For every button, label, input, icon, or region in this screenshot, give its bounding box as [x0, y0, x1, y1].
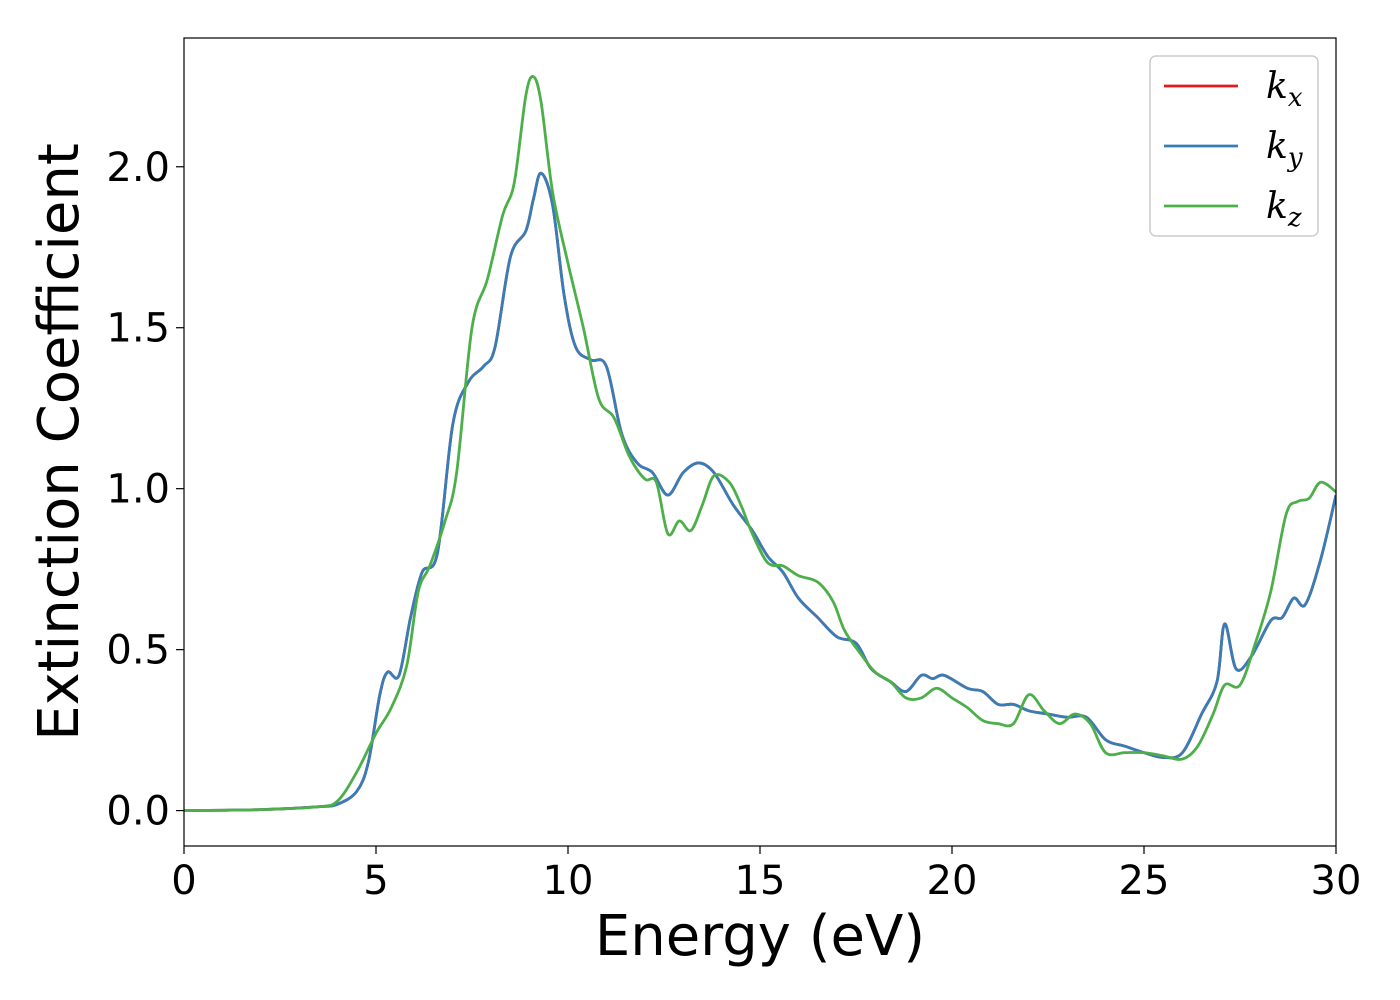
- x-tick-label: 0: [171, 858, 196, 904]
- y-tick-label: 1.0: [106, 467, 170, 513]
- y-axis-label: Extinction Coefficient: [27, 143, 92, 741]
- legend-label-kx: kx: [1266, 66, 1303, 113]
- y-tick-label: 2.0: [106, 145, 170, 191]
- x-tick-label: 5: [363, 858, 388, 904]
- x-axis-ticks: 0 5 10 15 20 25 30: [171, 846, 1361, 904]
- legend-label-kz: kz: [1266, 186, 1302, 233]
- x-tick-label: 25: [1119, 858, 1170, 904]
- y-tick-label: 1.5: [106, 306, 170, 352]
- series-line-ky: [184, 171, 1336, 812]
- x-tick-label: 10: [543, 858, 594, 904]
- series-layer: [184, 75, 1336, 812]
- y-tick-label: 0.5: [106, 628, 170, 674]
- series-line-kx: [184, 171, 1336, 812]
- x-tick-label: 15: [735, 858, 786, 904]
- legend-label-ky: ky: [1266, 126, 1303, 173]
- legend: kx ky kz: [1149, 55, 1319, 237]
- y-tick-label: 0.0: [106, 789, 170, 835]
- y-axis-ticks: 0.0 0.5 1.0 1.5 2.0: [106, 145, 184, 835]
- x-tick-label: 20: [927, 858, 978, 904]
- series-line-kz: [184, 75, 1336, 812]
- x-axis-label: Energy (eV): [595, 904, 925, 969]
- x-tick-label: 30: [1311, 858, 1362, 904]
